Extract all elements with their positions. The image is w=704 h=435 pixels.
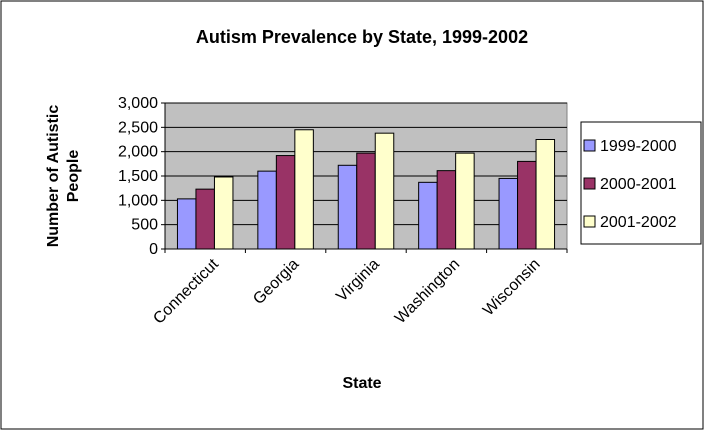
bar xyxy=(535,139,556,250)
bar xyxy=(418,181,438,250)
bar xyxy=(275,155,296,250)
bars xyxy=(176,129,556,250)
bar xyxy=(374,132,395,250)
legend-items: 1999-2000 2000-2001 2001-2002 xyxy=(583,138,677,231)
y-tick-label: 1,500 xyxy=(118,168,158,185)
y-tick-label: 500 xyxy=(131,217,158,234)
bar xyxy=(294,129,314,250)
bar xyxy=(498,177,519,250)
y-tick-label: 3,000 xyxy=(118,95,158,112)
chart-title: Autism Prevalence by State, 1999-2002 xyxy=(196,27,528,47)
bar xyxy=(195,188,215,250)
x-axis-label: State xyxy=(342,375,381,392)
legend xyxy=(580,121,702,245)
y-axis-label-line-2: People xyxy=(65,150,82,203)
y-tick-label: 0 xyxy=(149,241,158,258)
y-tick-label: 2,500 xyxy=(118,119,158,136)
y-tick-label: 1,000 xyxy=(118,192,158,209)
bar xyxy=(455,152,475,250)
bar xyxy=(517,160,537,250)
legend-label: 2001-2002 xyxy=(600,214,677,231)
bar xyxy=(213,176,234,250)
y-axis-ticks: 0 500 1,000 1,500 2,000 2,500 3,000 xyxy=(118,95,165,258)
legend-swatch xyxy=(583,139,596,152)
y-tick-label: 2,000 xyxy=(118,144,158,161)
bar xyxy=(176,198,197,250)
legend-swatch xyxy=(583,215,596,228)
bar xyxy=(436,170,457,250)
y-axis-label-line-1: Number of Autistic xyxy=(45,105,62,248)
legend-swatch xyxy=(583,177,596,190)
legend-label: 2000-2001 xyxy=(600,176,677,193)
bar xyxy=(257,170,277,250)
legend-label: 1999-2000 xyxy=(600,138,677,155)
bar xyxy=(337,164,358,250)
bar xyxy=(356,152,376,250)
